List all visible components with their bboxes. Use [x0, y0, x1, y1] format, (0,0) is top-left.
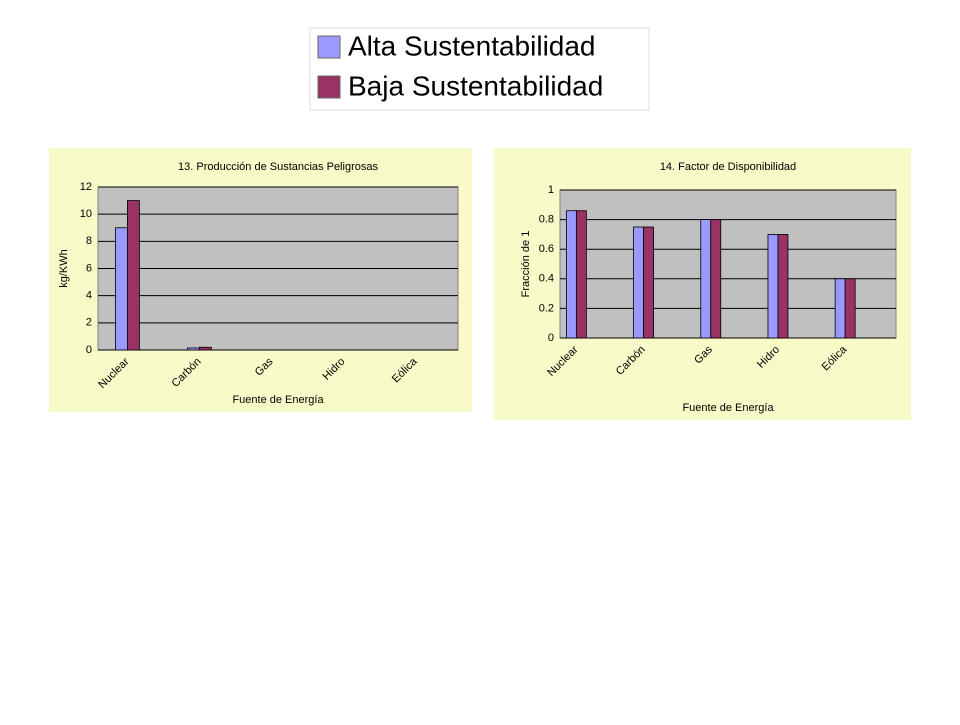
bar — [767, 233, 779, 339]
bar — [834, 278, 846, 339]
y-tick-label: 1 — [548, 184, 554, 196]
y-tick-label: 0 — [548, 332, 554, 344]
legend-label: Baja Sustentabilidad — [348, 70, 603, 101]
legend-box — [309, 27, 650, 111]
x-axis-title: Fuente de Energía — [232, 394, 324, 406]
legend-label: Alta Sustentabilidad — [348, 30, 596, 61]
y-axis-title: kg/KWh — [58, 249, 70, 288]
bar — [844, 278, 856, 339]
y-axis-title: Fracción de 1 — [520, 231, 532, 298]
y-tick-label: 6 — [86, 262, 92, 274]
legend-swatch — [317, 75, 341, 99]
y-tick-label: 2 — [86, 317, 92, 329]
bar — [643, 226, 654, 339]
bar — [198, 346, 212, 351]
bar — [115, 227, 128, 351]
x-axis-title: Fuente de Energía — [682, 402, 774, 414]
bar — [575, 210, 587, 339]
y-tick-label: 12 — [80, 181, 92, 193]
y-tick-label: 0.4 — [539, 273, 554, 285]
bar — [700, 219, 712, 339]
y-tick-label: 0.2 — [539, 302, 554, 314]
y-tick-label: 4 — [86, 290, 92, 302]
bar — [565, 210, 577, 339]
chart-title: 13. Producción de Sustancias Peligrosas — [178, 161, 378, 173]
legend-swatch — [317, 35, 341, 59]
bar — [127, 200, 140, 351]
bar — [186, 347, 200, 351]
y-tick-label: 0 — [86, 344, 92, 356]
y-tick-label: 0.6 — [539, 243, 554, 255]
bar — [633, 226, 644, 339]
chart-title: 14. Factor de Disponibilidad — [660, 161, 796, 173]
y-tick-label: 8 — [86, 235, 92, 247]
bar — [710, 219, 722, 339]
y-tick-label: 0.8 — [539, 214, 554, 226]
y-tick-label: 10 — [80, 208, 92, 220]
bar — [777, 233, 789, 339]
